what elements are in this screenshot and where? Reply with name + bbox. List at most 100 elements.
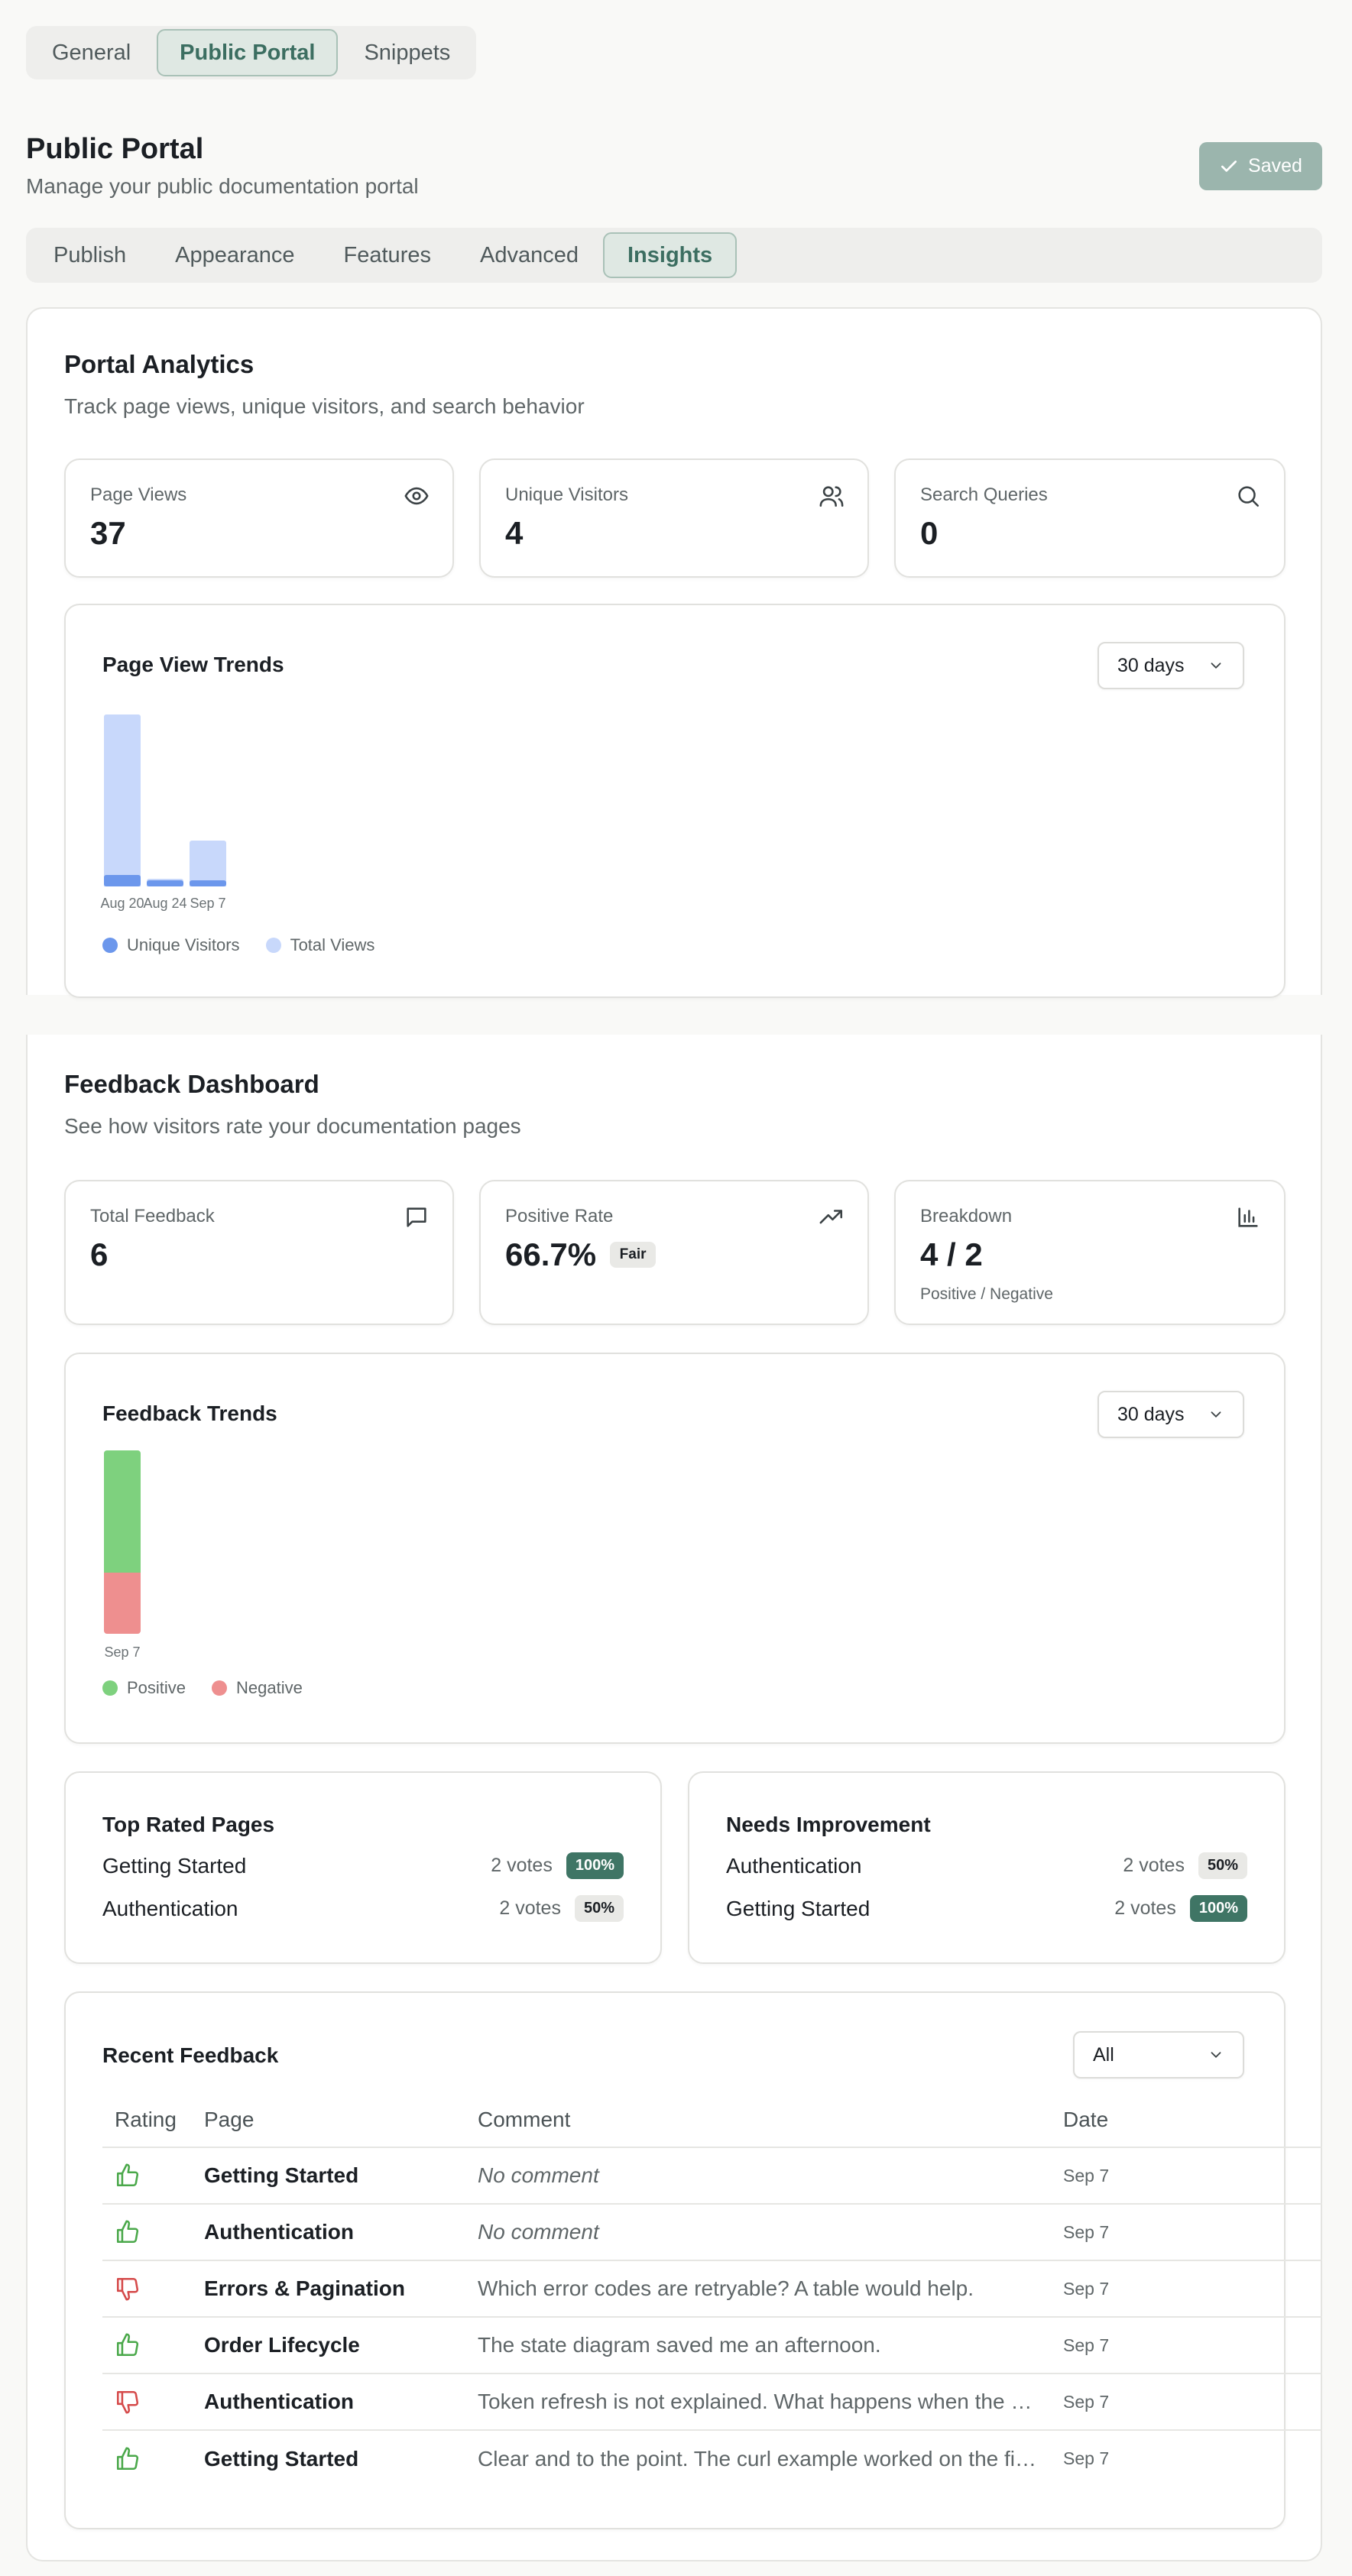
date-cell: Sep 7 [1051, 2429, 1322, 2487]
column-header-comment: Comment [478, 2107, 571, 2131]
table-row[interactable]: Order Lifecycle The state diagram saved m… [102, 2316, 1322, 2373]
column-header-page: Page [204, 2107, 255, 2131]
percent-badge: 100% [566, 1852, 624, 1879]
saved-button[interactable]: Saved [1199, 142, 1322, 190]
bar-unique-visitors[interactable] [104, 875, 141, 886]
top-rated-card: Top Rated Pages Getting Started 2 votes … [64, 1771, 662, 1964]
table-row[interactable]: Errors & Pagination Which error codes are… [102, 2260, 1322, 2317]
vote-count: 2 votes [491, 1855, 553, 1876]
page-title: Public Portal [26, 133, 204, 165]
list-item[interactable]: Getting Started 2 votes 100% [102, 1852, 624, 1879]
feedback-title: Feedback Dashboard [64, 1070, 319, 1098]
bar-total-views[interactable] [190, 841, 226, 886]
percent-badge: 50% [1198, 1852, 1247, 1879]
x-tick-label: Aug 20 [100, 896, 144, 911]
rating-cell [102, 2316, 192, 2373]
column-header-rating: Rating [115, 2107, 177, 2131]
vote-count: 2 votes [1114, 1897, 1176, 1919]
trending-up-icon [819, 1210, 843, 1224]
legend-negative: Negative [212, 1678, 303, 1698]
page-subtitle: Manage your public documentation portal [26, 174, 419, 198]
tab-features[interactable]: Features [343, 242, 431, 267]
x-tick-label: Sep 7 [104, 1644, 141, 1660]
legend-label: Negative [236, 1678, 303, 1697]
tab-general[interactable]: General [52, 40, 131, 65]
bar-unique-visitors[interactable] [190, 880, 226, 886]
table-row[interactable]: Getting Started Clear and to the point. T… [102, 2429, 1322, 2487]
top-rated-title: Top Rated Pages [102, 1813, 275, 1836]
stat-label: Total Feedback [90, 1206, 215, 1226]
date-cell: Sep 7 [1051, 2147, 1322, 2204]
tab-public-portal[interactable]: Public Portal [157, 29, 339, 76]
feedback-chart: Sep 7 [66, 1354, 1284, 1742]
chevron-down-icon [1211, 663, 1221, 669]
recent-feedback-title: Recent Feedback [102, 2043, 279, 2067]
legend-dot [102, 938, 118, 953]
thumbs-down-icon [115, 2389, 192, 2415]
analytics-title: Portal Analytics [64, 350, 255, 378]
x-tick-label: Aug 24 [143, 896, 187, 911]
range-value: 30 days [1117, 1403, 1185, 1425]
comment-cell: Clear and to the point. The curl example… [465, 2429, 1051, 2487]
percent-badge: 50% [574, 1895, 624, 1922]
list-item[interactable]: Getting Started 2 votes 100% [726, 1895, 1247, 1922]
legend-total-views: Total Views [265, 935, 374, 955]
tab-advanced[interactable]: Advanced [479, 242, 579, 267]
stat-label: Search Queries [920, 484, 1048, 505]
rating-cell [102, 2147, 192, 2204]
tab-insights[interactable]: Insights [602, 232, 738, 278]
legend-label: Positive [127, 1678, 186, 1697]
feedback-subtitle: See how visitors rate your documentation… [64, 1114, 521, 1138]
feedback-trends-title: Feedback Trends [102, 1401, 277, 1425]
page-name: Authentication [102, 1896, 238, 1920]
table-row[interactable]: Authentication No comment Sep 7 [102, 2203, 1322, 2260]
percent-badge: 100% [1189, 1895, 1247, 1922]
legend-unique-visitors: Unique Visitors [102, 935, 240, 955]
stat-value: 37 [90, 515, 126, 551]
breakdown-card: Breakdown 4 / 2 Positive / Negative [894, 1180, 1286, 1325]
bar-unique-visitors[interactable] [147, 880, 183, 886]
date-cell: Sep 7 [1051, 2203, 1322, 2260]
feedback-dashboard-panel: Feedback Dashboard See how visitors rate… [26, 1035, 1322, 2561]
stat-label: Breakdown [920, 1206, 1013, 1226]
page-view-chart: Aug 20 Aug 24 Sep 7 [66, 605, 1284, 996]
tab-appearance[interactable]: Appearance [175, 242, 295, 267]
sub-tabs: Publish Appearance Features Advanced Ins… [26, 228, 1322, 283]
legend-dot [212, 1680, 228, 1696]
rating-cell [102, 2373, 192, 2430]
table-row[interactable]: Authentication Token refresh is not expla… [102, 2373, 1322, 2430]
tab-snippets[interactable]: Snippets [364, 40, 451, 65]
feedback-trends-card: Feedback Trends 30 days Sep 7 Positive N… [64, 1353, 1286, 1744]
x-tick-label: Sep 7 [190, 896, 226, 911]
message-square-icon [407, 1207, 426, 1227]
page-view-legend: Unique Visitors Total Views [102, 935, 374, 955]
stat-value: 6 [90, 1236, 109, 1272]
page-view-range-select[interactable]: 30 days [1097, 642, 1244, 689]
bar-positive[interactable] [104, 1450, 141, 1573]
check-icon [1221, 160, 1237, 172]
tab-publish[interactable]: Publish [53, 242, 127, 267]
search-icon [1238, 486, 1260, 507]
bar-negative[interactable] [104, 1573, 141, 1634]
thumbs-up-icon [115, 2332, 192, 2358]
page-name: Getting Started [102, 1853, 247, 1878]
range-value: 30 days [1117, 654, 1185, 676]
table-row[interactable]: Getting Started No comment Sep 7 [102, 2147, 1322, 2204]
page-cell: Authentication [192, 2203, 465, 2260]
list-item[interactable]: Authentication 2 votes 50% [102, 1895, 624, 1922]
page-cell: Errors & Pagination [192, 2260, 465, 2317]
top-tabs: General Public Portal Snippets [26, 26, 477, 79]
rating-cell [102, 2260, 192, 2317]
eye-icon [404, 487, 429, 505]
page-name: Getting Started [726, 1896, 871, 1920]
feedback-filter-select[interactable]: All [1073, 2031, 1244, 2079]
feedback-range-select[interactable]: 30 days [1097, 1391, 1244, 1438]
legend-positive: Positive [102, 1678, 186, 1698]
breakdown-note: Positive / Negative [920, 1285, 1053, 1303]
search-queries-card: Search Queries 0 [894, 458, 1286, 578]
list-item[interactable]: Authentication 2 votes 50% [726, 1852, 1247, 1879]
thumbs-up-icon [115, 2219, 192, 2245]
column-header-date: Date [1063, 2107, 1109, 2131]
page-view-trends-card: Page View Trends 30 days Aug 20 Aug 24 Sep… [64, 604, 1286, 998]
bar-total-views[interactable] [104, 714, 141, 886]
